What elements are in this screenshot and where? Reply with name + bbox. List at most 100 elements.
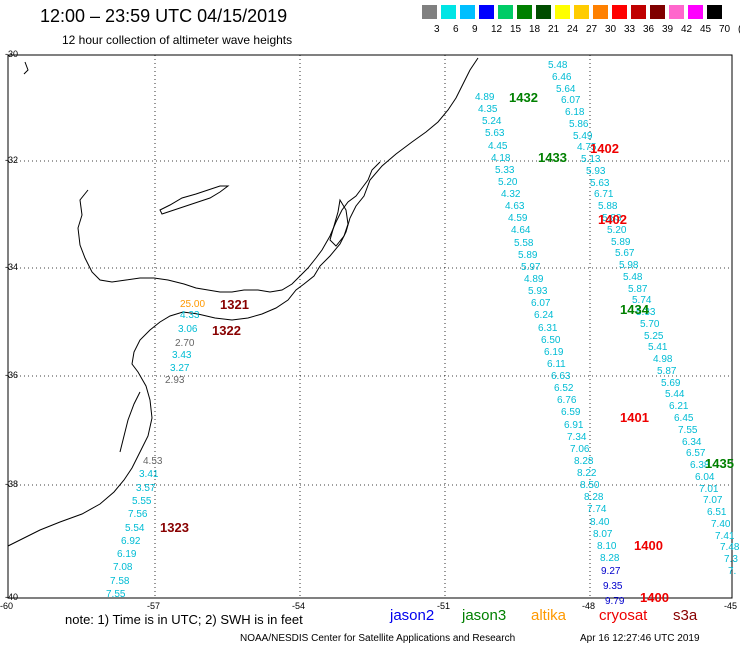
- wave-height-value: 5.44: [665, 389, 685, 400]
- graticule: [8, 55, 732, 598]
- wave-height-value: 8.50: [580, 480, 600, 491]
- scale-label: 6: [453, 24, 459, 35]
- wave-height-value: 6.38: [690, 460, 710, 471]
- wave-height-value: 4.64: [511, 225, 531, 236]
- wave-height-value: 8.07: [593, 529, 613, 540]
- scale-label: 27: [586, 24, 598, 35]
- scale-swatch: [593, 5, 608, 19]
- lon-label: -48: [582, 601, 596, 611]
- wave-height-value: 6.04: [695, 472, 715, 483]
- wave-height-value: 6.34: [682, 437, 702, 448]
- wave-height-value: 6.46: [552, 72, 572, 83]
- wave-height-value: 5.93: [528, 286, 548, 297]
- scale-swatch: [650, 5, 665, 19]
- legend-s3a: s3a: [673, 607, 698, 624]
- scale-label: 45: [700, 24, 712, 35]
- scale-swatch: [669, 5, 684, 19]
- wave-height-value: 6.63: [551, 371, 571, 382]
- wave-height-value: 8.40: [590, 517, 610, 528]
- scale-label: 3: [434, 24, 440, 35]
- wave-height-value: 1400: [634, 538, 663, 553]
- lat-label: -34: [5, 262, 19, 272]
- wave-height-value: 5.20: [607, 225, 627, 236]
- wave-height-value: 4.89: [475, 92, 495, 103]
- wave-height-value: 6.19: [544, 347, 564, 358]
- scale-swatch: [517, 5, 532, 19]
- generated-timestamp: Apr 16 12:27:46 UTC 2019: [580, 633, 700, 644]
- wave-height-value: 6.07: [531, 298, 551, 309]
- wave-height-value: 5.63: [590, 178, 610, 189]
- scale-swatch: [498, 5, 513, 19]
- scale-label: 21: [548, 24, 560, 35]
- page-title: 12:00 – 23:59 UTC 04/15/2019: [40, 6, 288, 26]
- wave-height-value: 7.40: [711, 519, 731, 530]
- wave-height-value: 3.41: [139, 469, 159, 480]
- credit-text: NOAA/NESDIS Center for Satellite Applica…: [240, 633, 516, 644]
- wave-height-value: 3.27: [170, 363, 190, 374]
- wave-height-value: 1434: [620, 302, 649, 317]
- wave-height-value: 9.35: [603, 581, 623, 592]
- wave-height-value: 6.71: [594, 189, 614, 200]
- wave-height-value: 4.59: [508, 213, 528, 224]
- wave-height-value: 6.52: [554, 383, 574, 394]
- wave-height-value: 5.86: [569, 119, 589, 130]
- wave-height-value: 5.67: [615, 248, 635, 259]
- wave-height-value: 4.32: [501, 189, 521, 200]
- wave-height-value: 4.98: [653, 354, 673, 365]
- wave-height-value: 1432: [509, 90, 538, 105]
- scale-label: 15: [510, 24, 522, 35]
- wave-height-value: 4.35: [478, 104, 498, 115]
- wave-height-value: 4.53: [143, 456, 163, 467]
- wave-height-value: 6.19: [117, 549, 137, 560]
- wave-height-value: 4.89: [524, 274, 544, 285]
- wave-height-value: 1323: [160, 520, 189, 535]
- wave-height-value: 6.24: [534, 310, 554, 321]
- wave-height-value: 6.57: [686, 448, 706, 459]
- scale-swatch: [574, 5, 589, 19]
- wave-height-value: 1433: [538, 150, 567, 165]
- scale-label: 70: [719, 24, 731, 35]
- wave-height-value: 5.87: [628, 284, 648, 295]
- scale-label: 39: [662, 24, 674, 35]
- wave-height-value: 7.: [728, 566, 737, 577]
- wave-height-value: 5.83: [602, 213, 622, 224]
- scale-swatch: [707, 5, 722, 19]
- wave-height-value: 7.56: [128, 509, 148, 520]
- wave-height-value: 6.07: [561, 95, 581, 106]
- coastline: [7, 57, 479, 547]
- lon-label: -54: [292, 601, 306, 611]
- wave-height-value: 1402: [590, 141, 619, 156]
- wave-height-value: 5.48: [548, 60, 568, 71]
- wave-height-value: 4.33: [180, 310, 200, 321]
- wave-height-value: 4.75: [577, 142, 597, 153]
- scale-label: 24: [567, 24, 579, 35]
- wave-height-value: 7.06: [570, 444, 590, 455]
- wave-height-value: 5.98: [619, 260, 639, 271]
- wave-height-value: 6.51: [707, 507, 727, 518]
- lat-label: -36: [5, 370, 19, 380]
- wave-height-value: 6.31: [538, 323, 558, 334]
- lat-label: -32: [5, 155, 19, 165]
- wave-height-value: 6.91: [564, 420, 584, 431]
- map-frame: [7, 54, 733, 599]
- wave-height-value: 5.89: [518, 250, 538, 261]
- legend-altika: altika: [531, 607, 567, 624]
- wave-height-value: 7.74: [587, 504, 607, 515]
- wave-height-value: 6.59: [561, 407, 581, 418]
- lat-label: -30: [5, 49, 19, 59]
- scale-swatch: [688, 5, 703, 19]
- scale-swatch: [441, 5, 456, 19]
- wave-height-value: 5.55: [132, 496, 152, 507]
- scale-label: 33: [624, 24, 636, 35]
- lon-label: -60: [0, 601, 14, 611]
- wave-height-value: 1402: [598, 212, 627, 227]
- wave-height-value: 3.43: [172, 350, 192, 361]
- wave-height-value: 6.21: [669, 401, 689, 412]
- wave-height-value: 5.24: [482, 116, 502, 127]
- wave-height-value: 5.49: [573, 131, 593, 142]
- wave-height-value: 2.70: [175, 338, 195, 349]
- wave-height-value: 6.92: [121, 536, 141, 547]
- wave-height-value: 1400: [640, 590, 669, 605]
- wave-height-value: 5.87: [657, 366, 677, 377]
